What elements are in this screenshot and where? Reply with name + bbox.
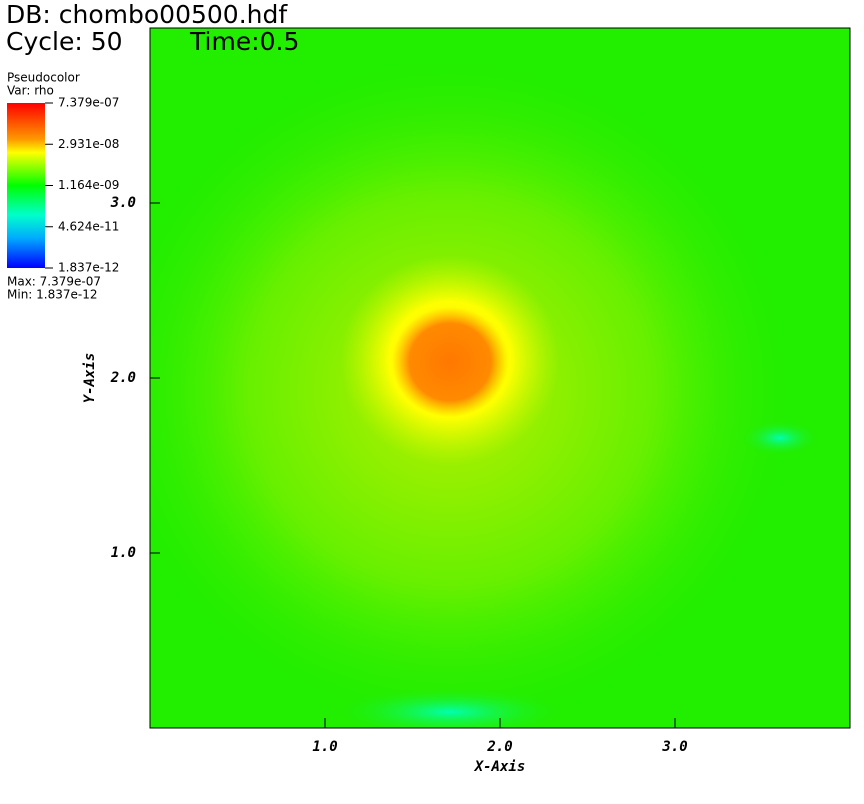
field-spot (330, 687, 570, 728)
x-tick-label: 1.0 (312, 739, 337, 755)
y-tick-label: 3.0 (110, 195, 136, 211)
legend-max: Max: 7.379e-07 (7, 275, 101, 289)
db-name: DB: chombo00500.hdf (6, 0, 288, 29)
legend-var: Var: rho (7, 84, 54, 98)
legend-plot: Pseudocolor (7, 71, 80, 85)
y-tick-label: 2.0 (110, 370, 136, 386)
legend-tick-label: 7.379e-07 (58, 96, 119, 110)
time: Time:0.5 (189, 27, 299, 56)
legend-tick-label: 2.931e-08 (58, 137, 119, 151)
x-tick-label: 2.0 (486, 739, 512, 755)
y-tick-label: 1.0 (111, 545, 136, 561)
color-bar (7, 103, 45, 268)
legend-tick-label: 1.164e-09 (58, 178, 119, 192)
field (150, 28, 850, 728)
field-spot (740, 420, 820, 456)
field-core (392, 307, 508, 417)
cycle: Cycle: 50 (6, 27, 123, 56)
x-axis-title: X-Axis (474, 759, 526, 775)
y-axis-title: Y-Axis (82, 353, 98, 404)
legend-min: Min: 1.837e-12 (7, 288, 98, 302)
legend-tick-label: 4.624e-11 (58, 219, 119, 233)
legend-tick-label: 1.837e-12 (58, 261, 119, 275)
x-tick-label: 3.0 (661, 739, 687, 755)
